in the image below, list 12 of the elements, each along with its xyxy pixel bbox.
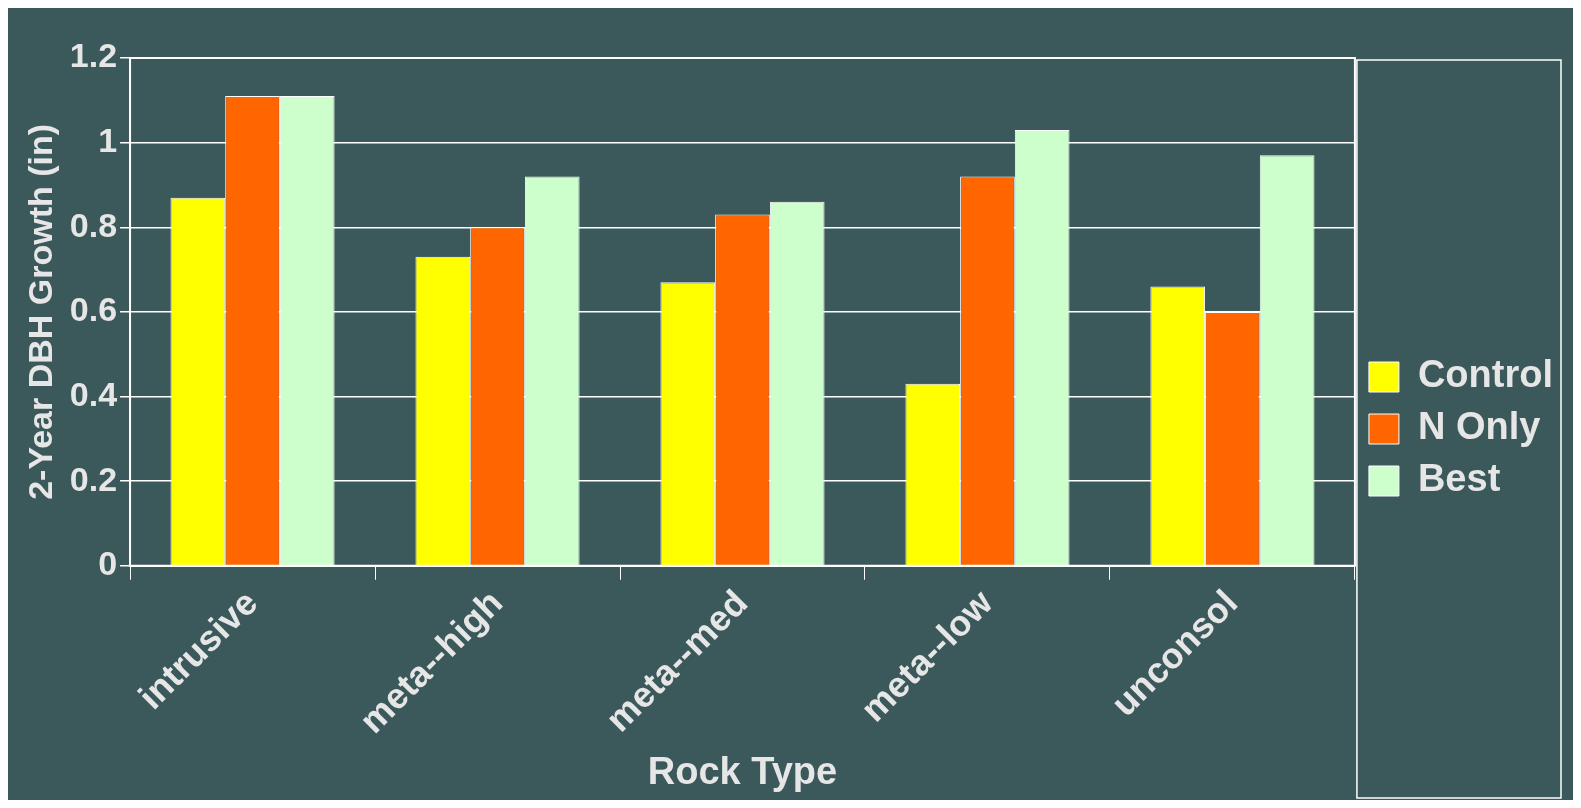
y-tick-label: 0.8 bbox=[69, 205, 118, 244]
y-tick-label: 0.6 bbox=[69, 290, 118, 329]
y-tick-label: 0.2 bbox=[69, 459, 118, 498]
legend-label: Control bbox=[1417, 353, 1553, 396]
y-tick-label: 0.4 bbox=[69, 374, 118, 413]
y-tick-label: 0 bbox=[98, 544, 118, 583]
legend-label: N Only bbox=[1417, 405, 1541, 448]
y-axis-title: 2-Year DBH Growth (in) bbox=[20, 123, 59, 500]
y-tick-label: 1.2 bbox=[69, 36, 118, 75]
y-tick-label: 1 bbox=[98, 121, 118, 159]
legend-label: Best bbox=[1417, 457, 1501, 500]
x-axis-title: Rock Type bbox=[647, 749, 838, 792]
